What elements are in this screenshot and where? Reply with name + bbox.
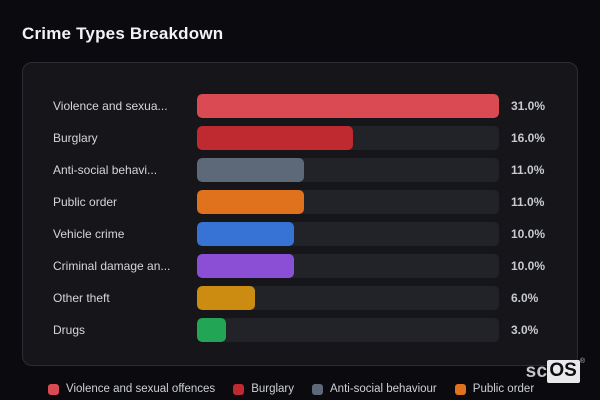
chart-legend: Violence and sexual offences Burglary Anti… [48, 383, 534, 395]
chart-row: Violence and sexua... 31.0% [53, 94, 563, 118]
chart-row: Public order 11.0% [53, 190, 563, 214]
value-label: 6.0% [511, 291, 539, 305]
legend-item-public-order[interactable]: Public order [454, 383, 535, 395]
bar-track [197, 286, 499, 310]
registered-trademark-icon: ® [579, 358, 585, 365]
category-label: Drugs [53, 323, 86, 337]
bar-track [197, 126, 499, 150]
value-label: 3.0% [511, 323, 539, 337]
bar-track [197, 190, 499, 214]
chart-card: Violence and sexua... 31.0% Burglary 16.0% A… [22, 62, 578, 366]
legend-swatch-icon [312, 383, 324, 395]
legend-label: Public order [472, 383, 535, 395]
page-title: Crime Types Breakdown [22, 24, 224, 43]
category-label: Public order [53, 195, 118, 209]
category-label: Anti-social behavi... [53, 163, 158, 177]
value-label: 10.0% [511, 227, 546, 241]
category-label: Criminal damage an... [53, 259, 171, 273]
value-label: 11.0% [511, 163, 545, 177]
value-label: 10.0% [511, 259, 546, 273]
brand-logo: sc OS ® [525, 358, 585, 383]
chart-row: Burglary 16.0% [53, 126, 563, 150]
category-label: Vehicle crime [53, 227, 125, 241]
value-label: 16.0% [511, 131, 546, 145]
legend-label: Anti-social behaviour [330, 383, 437, 395]
legend-swatch-icon [454, 383, 466, 395]
category-label: Violence and sexua... [53, 99, 168, 113]
brand-prefix: sc [525, 360, 548, 382]
bar-burglary[interactable] [197, 126, 353, 150]
bar-vehicle-crime[interactable] [197, 222, 295, 246]
chart-row: Criminal damage an... 10.0% [53, 254, 563, 278]
value-label: 31.0% [511, 99, 546, 113]
brand-suffix: OS [547, 360, 580, 383]
bar-track [197, 158, 499, 182]
legend-label: Violence and sexual offences [66, 383, 216, 395]
legend-item-violence-and-sexual-offences[interactable]: Violence and sexual offences [48, 383, 215, 395]
legend-swatch-icon [233, 383, 245, 395]
bar-chart: Violence and sexua... 31.0% Burglary 16.0% A… [53, 94, 563, 342]
bar-other-theft[interactable] [197, 286, 256, 310]
bar-anti-social-behavi[interactable] [197, 158, 305, 182]
chart-row: Anti-social behavi... 11.0% [53, 158, 563, 182]
bar-track [197, 94, 499, 118]
bar-track [197, 318, 499, 342]
bar-drugs[interactable] [197, 318, 227, 342]
bar-track [197, 254, 499, 278]
legend-item-burglary[interactable]: Burglary [233, 383, 294, 395]
bar-track [197, 222, 499, 246]
legend-label: Burglary [251, 383, 295, 395]
bar-violence-and-sexua[interactable] [197, 94, 499, 118]
chart-row: Drugs 3.0% [53, 318, 563, 342]
chart-row: Vehicle crime 10.0% [53, 222, 563, 246]
legend-swatch-icon [48, 383, 59, 395]
category-label: Other theft [53, 291, 110, 305]
value-label: 11.0% [511, 195, 545, 209]
legend-item-anti-social-behaviour[interactable]: Anti-social behaviour [312, 383, 437, 395]
bar-criminal-damage-an[interactable] [197, 254, 295, 278]
bar-public-order[interactable] [197, 190, 305, 214]
category-label: Burglary [53, 131, 98, 145]
chart-row: Other theft 6.0% [53, 286, 563, 310]
